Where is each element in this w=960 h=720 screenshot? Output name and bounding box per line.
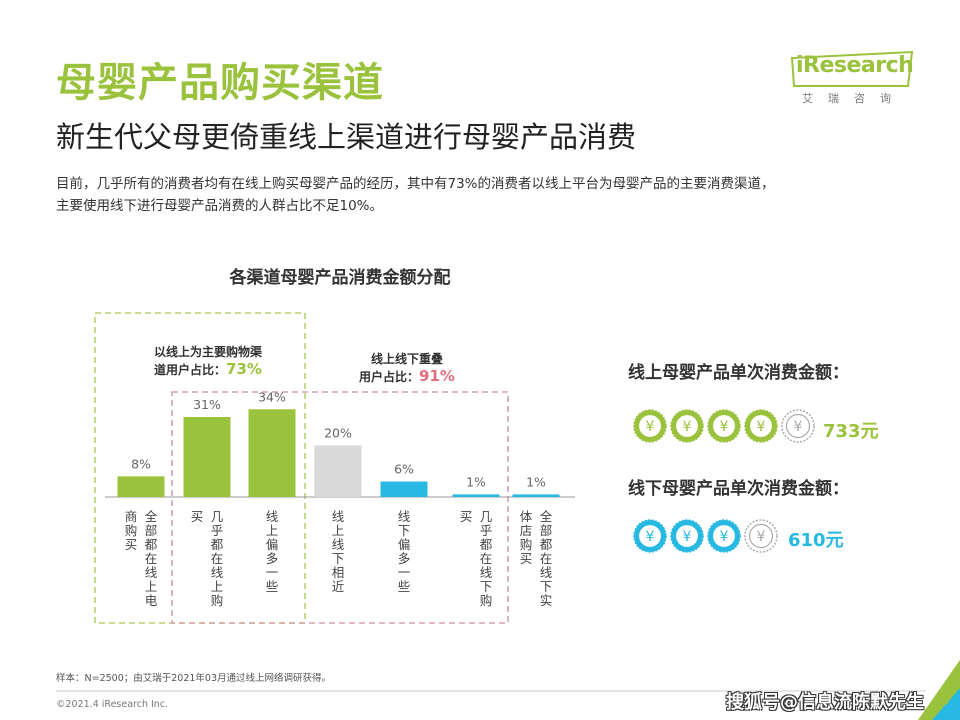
bar-2	[183, 417, 231, 497]
overlap-group-value: 91%	[419, 367, 455, 385]
svg-text:¥: ¥	[683, 529, 692, 545]
bar-7	[512, 494, 560, 497]
category-label-text: 线上线下相近	[331, 509, 345, 594]
svg-text:¥: ¥	[720, 529, 729, 545]
category-label-text: 全部都在线下实	[539, 509, 553, 608]
category-label-text: 买	[190, 509, 204, 524]
overlap-group-annotation: 线上线下重叠 用户占比：91%	[342, 351, 472, 386]
bar-1	[117, 476, 165, 497]
svg-text:¥: ¥	[720, 419, 729, 435]
coin-icon: ¥	[707, 519, 741, 553]
bar-6	[452, 494, 500, 497]
offline-amount-value: 610元	[788, 530, 844, 551]
svg-text:¥: ¥	[646, 529, 655, 545]
online-group-label2: 道用户占比：	[154, 363, 227, 377]
logo-shape	[790, 50, 914, 87]
bar-value-label-2: 31%	[193, 397, 221, 412]
bar-4	[314, 445, 362, 497]
bar-value-label-7: 1%	[526, 474, 546, 489]
online-group-label1: 以线上为主要购物渠	[153, 345, 262, 359]
coin-icon: ¥	[781, 409, 815, 443]
overlap-group-label1: 线上线下重叠	[370, 352, 443, 366]
bar-value-label-1: 8%	[131, 456, 151, 471]
coin-icon: ¥	[633, 409, 667, 443]
bar-value-label-6: 1%	[466, 474, 486, 489]
svg-text:¥: ¥	[757, 529, 766, 545]
bar-value-label-4: 20%	[324, 425, 352, 440]
page-title: 母婴产品购买渠道	[56, 60, 384, 106]
svg-text:¥: ¥	[683, 419, 692, 435]
svg-text:¥: ¥	[794, 419, 803, 435]
sample-footnote: 样本：N=2500；由艾瑞于2021年03月通过线上网络调研获得。	[56, 673, 332, 684]
category-label-text: 商购买	[124, 509, 138, 552]
svg-text:¥: ¥	[646, 419, 655, 435]
category-label-text: 体店购买	[519, 509, 533, 566]
chart-title: 各渠道母婴产品消费金额分配	[229, 268, 451, 288]
category-label-text: 线下偏多一些	[397, 509, 411, 594]
online-amount-title: 线上母婴产品单次消费金额：	[628, 363, 849, 383]
category-label-text: 全部都在线上电	[144, 509, 158, 608]
coin-icons: ¥ ¥ ¥ ¥	[633, 519, 778, 553]
online-amount-value: 733元	[823, 421, 879, 442]
svg-text:¥: ¥	[757, 419, 766, 435]
category-label-text: 几乎都在线下购	[479, 509, 493, 608]
coin-icon: ¥	[744, 519, 778, 553]
logo-brand-cn: 艾瑞咨询	[802, 92, 906, 105]
category-label-text: 几乎都在线上购	[210, 509, 224, 608]
bar-3	[248, 409, 296, 497]
overlap-group-frame	[171, 391, 509, 624]
iresearch-logo: iResearch 艾瑞咨询	[790, 50, 915, 112]
coin-icon: ¥	[633, 519, 667, 553]
offline-amount-title: 线下母婴产品单次消费金额：	[628, 479, 849, 499]
coin-icons: ¥ ¥ ¥ ¥ ¥	[633, 409, 815, 443]
coin-icon: ¥	[670, 409, 704, 443]
coin-icon: ¥	[707, 409, 741, 443]
intro-text-line1: 目前，几乎所有的消费者均有在线上购买母婴产品的经历，其中有73%的消费者以线上平…	[56, 176, 775, 192]
category-label-text: 线上偏多一些	[265, 509, 279, 594]
online-group-annotation: 以线上为主要购物渠 道用户占比：73%	[128, 344, 288, 379]
copyright: ©2021.4 iResearch Inc.	[56, 699, 169, 710]
bar-value-label-3: 34%	[258, 389, 286, 404]
online-group-value: 73%	[226, 360, 262, 378]
coin-icon: ¥	[744, 409, 778, 443]
intro-text-line2: 主要使用线下进行母婴产品消费的人群占比不足10%。	[56, 198, 384, 214]
page-number: 2	[941, 692, 950, 708]
online-coins: ¥ ¥ ¥ ¥ ¥	[632, 408, 821, 444]
corner-decoration	[918, 660, 960, 720]
bar-5	[380, 481, 428, 497]
page-subtitle: 新生代父母更倚重线上渠道进行母婴产品消费	[56, 120, 637, 154]
overlap-group-label2: 用户占比：	[359, 370, 420, 384]
bar-value-label-5: 6%	[394, 462, 414, 477]
footer-divider	[56, 690, 926, 692]
category-label-text: 买	[459, 509, 473, 524]
offline-coins: ¥ ¥ ¥ ¥	[632, 518, 784, 554]
watermark: 搜狐号@信息流陈默先生	[726, 692, 924, 713]
logo-brand: iResearch	[796, 53, 914, 78]
coin-icon: ¥	[670, 519, 704, 553]
